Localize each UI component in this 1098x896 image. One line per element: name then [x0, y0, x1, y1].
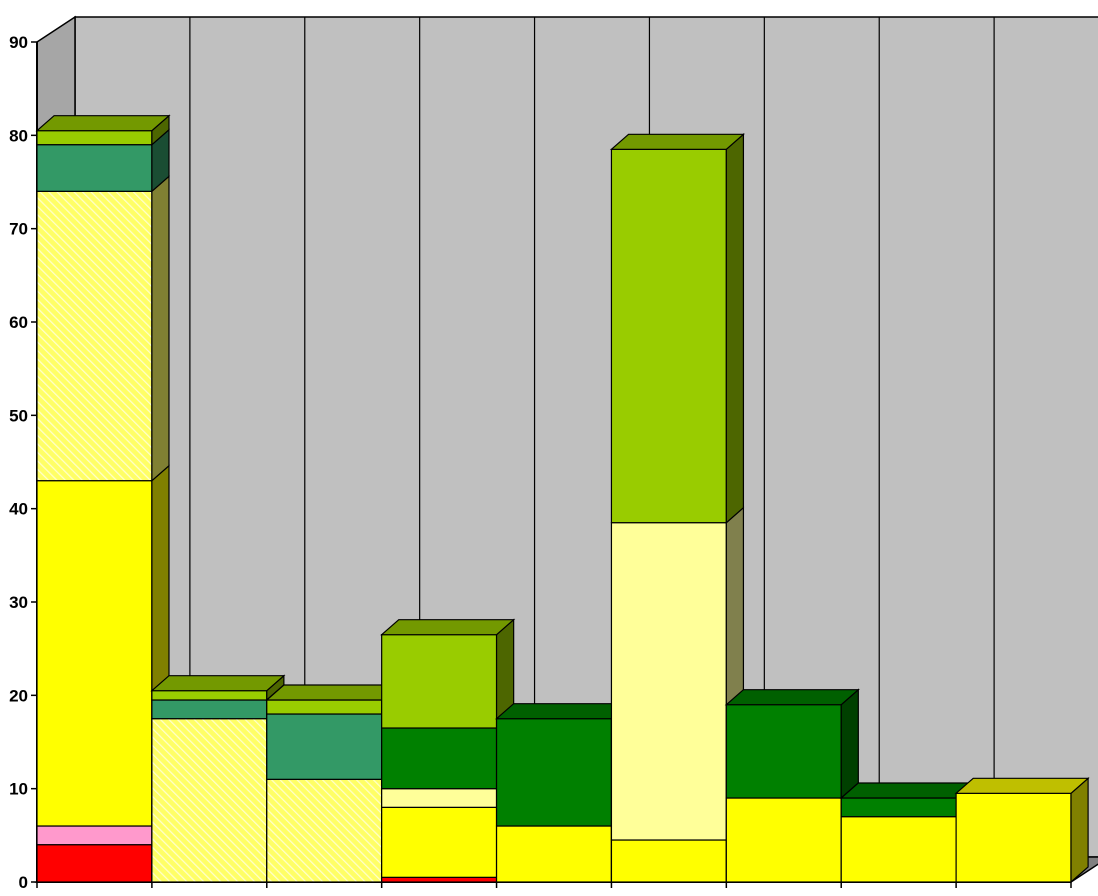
y-tick-label: 30	[9, 593, 28, 612]
y-tick-label: 80	[9, 126, 28, 145]
bar-front	[36, 190, 153, 482]
bar-front	[725, 704, 842, 799]
bar-segment	[724, 688, 860, 800]
bar-top	[609, 133, 746, 150]
bar-front	[36, 480, 153, 827]
bar-side	[725, 133, 745, 524]
y-tick-label: 0	[19, 873, 28, 892]
bar-top	[494, 703, 631, 720]
y-tick-label: 60	[9, 313, 28, 332]
bar-front	[610, 148, 727, 524]
bar-top	[724, 689, 860, 706]
y-tick-label: 50	[9, 406, 28, 425]
y-tick-label: 40	[9, 500, 28, 519]
bar-front	[151, 690, 268, 701]
bar-front	[725, 797, 842, 883]
bars	[35, 114, 1090, 884]
bar-front	[495, 825, 613, 883]
bar-front	[381, 634, 498, 729]
bar-side	[1070, 777, 1089, 884]
bar-front	[840, 816, 957, 883]
y-tick-label: 10	[9, 780, 28, 799]
bar-front	[610, 839, 727, 883]
bar-front	[266, 778, 383, 883]
bar-top	[839, 782, 975, 799]
bar-top	[265, 684, 401, 701]
bar-segment	[265, 683, 401, 716]
bar-front	[36, 825, 153, 846]
bar-front	[36, 844, 153, 883]
bar-front	[955, 792, 1072, 883]
y-tick-label: 90	[9, 33, 28, 52]
bar-top	[35, 115, 171, 132]
bar-top	[380, 619, 516, 636]
y-tick-label: 70	[9, 220, 28, 239]
bar-segment	[36, 175, 170, 482]
bar-segment	[150, 674, 286, 702]
bar-front	[266, 713, 383, 780]
bar-front	[381, 727, 498, 790]
bar-side	[151, 175, 170, 482]
bar-front	[151, 699, 268, 720]
bar-segment	[954, 777, 1090, 884]
bar-front	[151, 718, 268, 883]
bar-segment	[151, 702, 285, 884]
bar-front	[610, 522, 727, 841]
bar-front	[381, 806, 498, 878]
bar-front	[36, 144, 153, 192]
bar-front	[840, 797, 957, 818]
bar-segment	[494, 702, 631, 828]
bar-side	[840, 688, 859, 800]
bar-segment	[839, 781, 975, 818]
bar-segment	[36, 464, 170, 828]
bar-front	[381, 876, 498, 883]
y-tick-label: 20	[9, 686, 28, 705]
bar-front	[495, 718, 613, 827]
bar-top	[150, 675, 286, 692]
bar-segment	[266, 763, 400, 884]
bar-top	[954, 777, 1090, 794]
bar-segment	[380, 618, 516, 730]
bar-front	[266, 699, 383, 715]
bar-front	[36, 130, 153, 146]
bar-segment	[36, 128, 170, 193]
bar-segment	[609, 133, 746, 524]
bar-segment	[35, 114, 171, 146]
bar-front	[381, 788, 498, 808]
bar-segment	[610, 506, 745, 842]
